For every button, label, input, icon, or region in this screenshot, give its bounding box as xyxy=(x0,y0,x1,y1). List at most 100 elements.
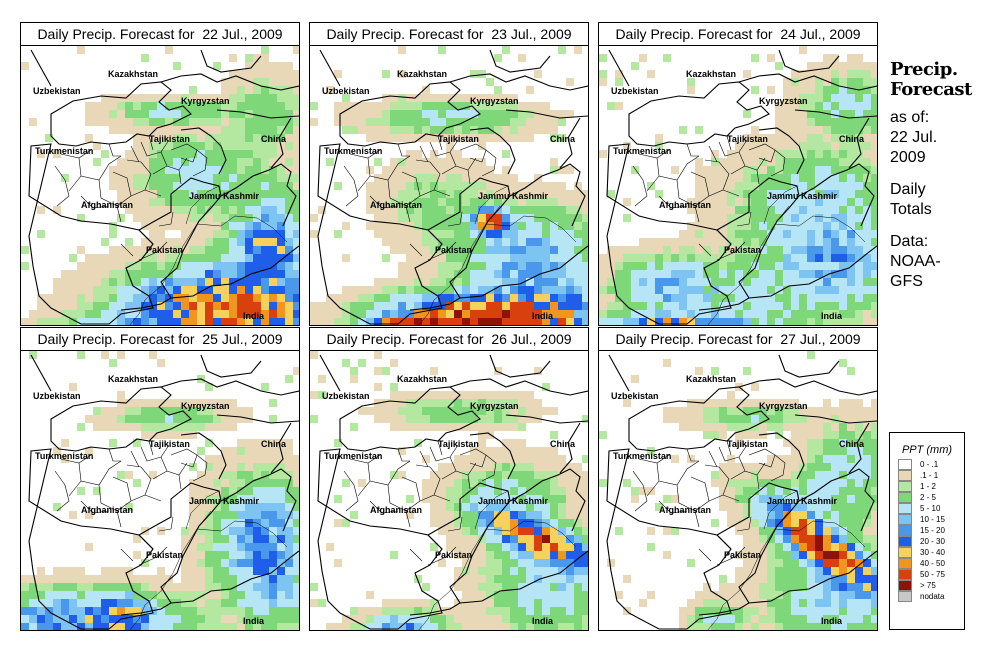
data-source-line-3: GFS xyxy=(890,273,923,290)
precip-legend: PPT (mm) 0 - .1 .1 - 1 1 - 2 2 - 5 5 - 10 10 … xyxy=(889,432,965,630)
map-label-pakistan: Pakistan xyxy=(435,550,472,560)
precip-map: Uzbekistan Kazakhstan Kyrgyzstan Tajikistan… xyxy=(599,351,877,630)
legend-entry: 0 - .1 xyxy=(898,459,964,470)
map-label-uzbekistan: Uzbekistan xyxy=(33,86,81,96)
legend-swatch xyxy=(898,481,912,492)
map-label-pakistan: Pakistan xyxy=(435,245,472,255)
legend-label: 5 - 10 xyxy=(920,504,941,513)
forecast-info: Precip. Forecast as of: 22 Jul. 2009 Dai… xyxy=(890,60,980,292)
panel-title: Daily Precip. Forecast for 24 Jul., 2009 xyxy=(599,23,877,46)
precip-field xyxy=(21,46,299,325)
province-boundaries xyxy=(343,135,497,261)
totals-line-2: Totals xyxy=(890,201,932,218)
map-label-tajikistan: Tajikistan xyxy=(727,134,768,144)
map-label-india: India xyxy=(821,616,843,626)
precip-map: Uzbekistan Kazakhstan Kyrgyzstan Tajikistan… xyxy=(21,351,299,630)
precip-map: Uzbekistan Kazakhstan Kyrgyzstan Tajikistan… xyxy=(310,351,588,630)
precip-map: Uzbekistan Kazakhstan Kyrgyzstan Tajikistan… xyxy=(21,46,299,325)
map-label-tajikistan: Tajikistan xyxy=(438,439,479,449)
forecast-panel: Daily Precip. Forecast for 26 Jul., 2009… xyxy=(309,327,589,631)
map-label-kyrgyzstan: Kyrgyzstan xyxy=(470,401,519,411)
legend-label: .1 - 1 xyxy=(920,471,939,480)
map-label-tajikistan: Tajikistan xyxy=(438,134,479,144)
map-label-kyrgyzstan: Kyrgyzstan xyxy=(181,96,230,106)
legend-entry: 1 - 2 xyxy=(898,481,964,492)
legend-entry: 15 - 20 xyxy=(898,525,964,536)
panel-title: Daily Precip. Forecast for 25 Jul., 2009 xyxy=(21,328,299,351)
map-label-kazakhstan: Kazakhstan xyxy=(397,374,447,384)
country-labels: Uzbekistan Kazakhstan Kyrgyzstan Tajikistan… xyxy=(33,69,287,321)
forecast-panel: Daily Precip. Forecast for 23 Jul., 2009… xyxy=(309,22,589,326)
map-label-kazakhstan: Kazakhstan xyxy=(108,374,158,384)
map-label-india: India xyxy=(243,311,265,321)
data-source-block: Data: NOAA- GFS xyxy=(890,232,980,292)
map-label-pakistan: Pakistan xyxy=(724,550,761,560)
legend-entry: 50 - 75 xyxy=(898,569,964,580)
map-label-turkmenistan: Turkmenistan xyxy=(613,146,671,156)
legend-swatch xyxy=(898,591,912,602)
province-boundaries xyxy=(632,135,786,261)
map-label-china: China xyxy=(261,439,287,449)
map-label-china: China xyxy=(550,134,576,144)
map-label-uzbekistan: Uzbekistan xyxy=(611,86,659,96)
map-label-pakistan: Pakistan xyxy=(146,245,183,255)
map-label-afghanistan: Afghanistan xyxy=(659,200,711,210)
legend-label: > 75 xyxy=(920,581,936,590)
totals-line-1: Daily xyxy=(890,181,926,198)
forecast-heading: Precip. Forecast xyxy=(890,60,980,100)
totals-block: Daily Totals xyxy=(890,180,980,220)
legend-swatch xyxy=(898,459,912,470)
map-label-kyrgyzstan: Kyrgyzstan xyxy=(759,401,808,411)
map-label-kazakhstan: Kazakhstan xyxy=(686,374,736,384)
map-label-india: India xyxy=(821,311,843,321)
forecast-panel: Daily Precip. Forecast for 24 Jul., 2009… xyxy=(598,22,878,326)
data-source-line-2: NOAA- xyxy=(890,253,941,270)
legend-label: 20 - 30 xyxy=(920,537,945,546)
map-label-uzbekistan: Uzbekistan xyxy=(611,391,659,401)
country-borders xyxy=(28,354,299,630)
map-label-kyrgyzstan: Kyrgyzstan xyxy=(759,96,808,106)
legend-entry: 40 - 50 xyxy=(898,558,964,569)
legend-label: 15 - 20 xyxy=(920,526,945,535)
legend-swatch xyxy=(898,503,912,514)
legend-swatch xyxy=(898,569,912,580)
map-label-kazakhstan: Kazakhstan xyxy=(397,69,447,79)
province-boundaries xyxy=(343,440,497,566)
legend-label: 30 - 40 xyxy=(920,548,945,557)
map-label-china: China xyxy=(261,134,287,144)
panel-title: Daily Precip. Forecast for 22 Jul., 2009 xyxy=(21,23,299,46)
panel-title: Daily Precip. Forecast for 26 Jul., 2009 xyxy=(310,328,588,351)
as-of-block: as of: 22 Jul. 2009 xyxy=(890,108,980,168)
map-label-turkmenistan: Turkmenistan xyxy=(35,451,93,461)
country-labels: Uzbekistan Kazakhstan Kyrgyzstan Tajikistan… xyxy=(611,69,865,321)
heading-line-2: Forecast xyxy=(890,79,972,100)
legend-label: 0 - .1 xyxy=(920,460,939,469)
country-labels: Uzbekistan Kazakhstan Kyrgyzstan Tajikistan… xyxy=(322,69,576,321)
map-label-kazakhstan: Kazakhstan xyxy=(108,69,158,79)
precip-field xyxy=(310,351,588,630)
legend-swatch xyxy=(898,525,912,536)
map-label-pakistan: Pakistan xyxy=(146,550,183,560)
country-borders xyxy=(317,354,588,630)
precip-map: Uzbekistan Kazakhstan Kyrgyzstan Tajikistan… xyxy=(599,46,877,325)
map-label-turkmenistan: Turkmenistan xyxy=(35,146,93,156)
map-label-tajikistan: Tajikistan xyxy=(149,439,190,449)
map-label-china: China xyxy=(839,439,865,449)
map-label-jammu-kashmir: Jammu Kashmir xyxy=(478,496,549,506)
map-label-tajikistan: Tajikistan xyxy=(727,439,768,449)
legend-label: nodata xyxy=(920,592,945,601)
legend-swatch xyxy=(898,547,912,558)
map-label-india: India xyxy=(532,311,554,321)
forecast-panel: Daily Precip. Forecast for 25 Jul., 2009… xyxy=(20,327,300,631)
map-label-jammu-kashmir: Jammu Kashmir xyxy=(767,191,838,201)
map-label-turkmenistan: Turkmenistan xyxy=(324,146,382,156)
country-labels: Uzbekistan Kazakhstan Kyrgyzstan Tajikistan… xyxy=(322,374,576,626)
map-label-turkmenistan: Turkmenistan xyxy=(613,451,671,461)
legend-entry: > 75 xyxy=(898,580,964,591)
legend-entry: 5 - 10 xyxy=(898,503,964,514)
country-labels: Uzbekistan Kazakhstan Kyrgyzstan Tajikistan… xyxy=(33,374,287,626)
legend-title: PPT (mm) xyxy=(901,444,953,456)
precip-field xyxy=(21,351,299,630)
province-boundaries xyxy=(54,135,208,261)
map-label-uzbekistan: Uzbekistan xyxy=(322,391,370,401)
